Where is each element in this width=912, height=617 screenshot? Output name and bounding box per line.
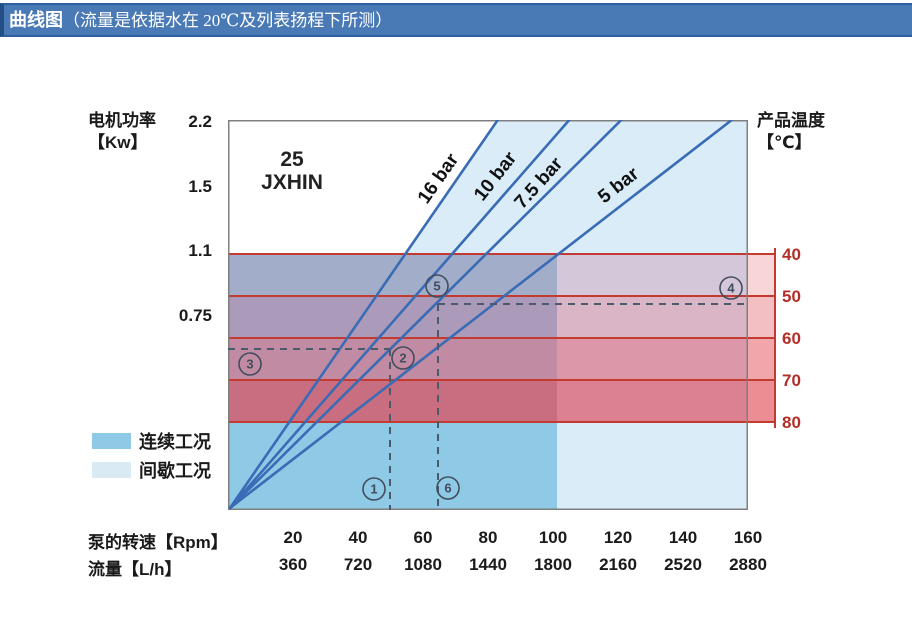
header-subtitle: （流量是依据水在 20℃及列表扬程下所测）	[63, 11, 393, 30]
continuous-zone-label: 连续工况	[139, 432, 211, 452]
power-tick-label: 1.5	[188, 177, 212, 196]
x-axis-rpm-tick: 120	[603, 528, 633, 547]
continuous-zone-swatch	[92, 433, 131, 449]
marker-number-1: 1	[370, 482, 377, 497]
intermittent-zone-label: 间歇工况	[139, 461, 211, 481]
curve-16bar	[228, 120, 500, 510]
x-axis-rpm-tick: 20	[283, 528, 303, 547]
plot-border	[228, 120, 748, 510]
x-axis-rpm-tick: 80	[478, 528, 498, 547]
x-axis-rpm-tick: 100	[538, 528, 568, 547]
x-axis-rpm-tick: 60	[413, 528, 433, 547]
temp-band-right-50	[557, 296, 748, 338]
temp-band-right-70	[557, 380, 748, 422]
curve-5bar	[228, 120, 734, 510]
temp-tick-label: 40	[782, 245, 801, 264]
temp-tick-label: 60	[782, 329, 801, 348]
temp-band-outer-50	[748, 296, 775, 338]
y-axis-title-power-unit: 【Kw】	[88, 133, 148, 153]
marker-circle-1	[362, 477, 386, 501]
model-name: JXHIN	[261, 171, 323, 194]
temp-band-left-50	[228, 296, 557, 338]
temp-band-outer-60	[748, 338, 775, 380]
x-axis-flow-tick: 2880	[729, 555, 767, 574]
marker-number-6: 6	[444, 481, 451, 496]
temp-tick-label: 70	[782, 371, 801, 390]
marker-number-3: 3	[246, 357, 253, 372]
legend-item-intermittent: 间歇工况	[92, 457, 211, 483]
power-tick-label: 2.2	[188, 112, 212, 131]
temp-band-left-40	[228, 254, 557, 296]
temp-band-outer-70	[748, 380, 775, 422]
marker-circle-6	[436, 476, 460, 500]
model-size: 25	[280, 148, 304, 171]
x-axis-flow-tick: 1800	[534, 555, 572, 574]
marker-circle-3	[238, 352, 262, 376]
temp-tick-label: 50	[782, 287, 801, 306]
marker-circle-2	[391, 346, 415, 370]
curve-7.5bar	[228, 120, 623, 510]
marker-circle-5	[425, 274, 449, 298]
header-title: 曲线图	[9, 10, 63, 30]
marker-number-2: 2	[399, 351, 406, 366]
x-axis-flow-tick: 2520	[664, 555, 702, 574]
x-axis-rpm-tick: 140	[668, 528, 698, 547]
y-axis-title-temp-unit: 【℃】	[757, 133, 812, 153]
curve-10bar	[228, 120, 571, 510]
x-axis-rpm-tick: 40	[348, 528, 368, 547]
marker-number-5: 5	[433, 279, 440, 294]
intermittent-zone-upper	[405, 120, 748, 254]
x-axis-flow-label: 流量【L/h】	[88, 560, 182, 579]
x-axis-flow-tick: 2160	[599, 555, 637, 574]
header-bar: 曲线图（流量是依据水在 20℃及列表扬程下所测）	[0, 3, 912, 37]
power-tick-label: 1.1	[188, 241, 212, 260]
temp-band-outer-40	[748, 254, 775, 296]
marker-circle-4	[719, 276, 743, 300]
marker-number-4: 4	[727, 281, 735, 296]
legend-item-continuous: 连续工况	[92, 428, 211, 454]
y-axis-title-temp-text: 产品温度	[757, 111, 825, 130]
temp-band-left-70	[228, 380, 557, 422]
x-axis-flow-tick: 1080	[404, 555, 442, 574]
power-tick-label: 0.75	[178, 306, 212, 325]
x-axis-rpm-label: 泵的转速【Rpm】	[88, 533, 228, 552]
x-axis-flow-tick: 360	[278, 555, 308, 574]
temp-tick-label: 80	[782, 413, 801, 432]
temp-band-right-60	[557, 338, 748, 380]
y-axis-title-temperature: 产品温度 【℃】	[757, 110, 825, 154]
y-axis-title-power: 电机功率 【Kw】	[88, 110, 156, 154]
x-axis-rpm-tick: 160	[733, 528, 763, 547]
temp-band-right-40	[557, 254, 748, 296]
x-axis-flow-tick: 720	[343, 555, 373, 574]
x-axis-flow-tick: 1440	[469, 555, 507, 574]
y-axis-title-power-text: 电机功率	[88, 111, 156, 130]
intermittent-zone-swatch	[92, 462, 131, 478]
